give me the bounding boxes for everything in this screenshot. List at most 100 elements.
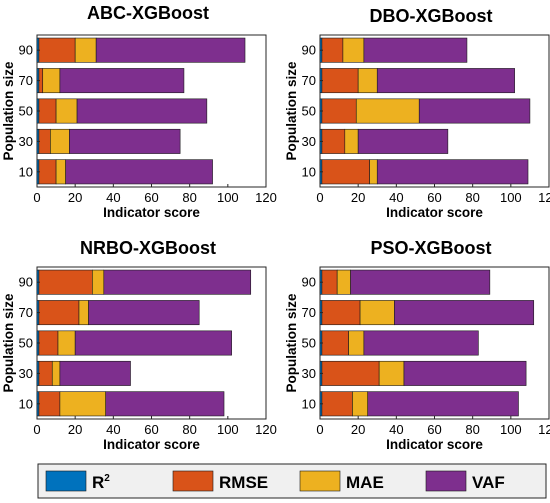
bar-mae-90: [92, 269, 105, 295]
y-tick-label: 90: [19, 275, 33, 290]
bar-rmse-50: [321, 98, 357, 124]
y-axis-label: Population size: [1, 293, 16, 393]
bar-rmse-10: [321, 391, 353, 417]
bar-vaf-90: [363, 37, 468, 63]
x-tick-label: 100: [500, 190, 522, 205]
bar-mae-90: [342, 37, 365, 63]
bar-rmse-30: [38, 128, 51, 154]
bar-vaf-70: [59, 68, 185, 94]
bar-vaf-50: [418, 98, 531, 124]
chart-panel-3: NRBO-XGBoost 10 30 50 70 90 0 20 40 60 80 100 120 Ind…: [1, 238, 277, 452]
y-tick-label: 70: [19, 73, 33, 88]
bar-vaf-30: [59, 360, 131, 386]
legend-item-rmse: RMSE: [172, 470, 268, 492]
bar-rmse-90: [38, 269, 93, 295]
bar-mae-30: [51, 360, 61, 386]
x-tick-label: 120: [255, 190, 277, 205]
bar-vaf-50: [74, 330, 232, 356]
bar-mae-70: [357, 68, 378, 94]
bar-vaf-50: [76, 98, 208, 124]
bar-mae-30: [50, 128, 70, 154]
y-tick-label: 70: [19, 305, 33, 320]
y-tick-label: 70: [302, 73, 316, 88]
legend: R2 RMSE MAE VAF: [37, 463, 547, 499]
bar-mae-10: [55, 159, 66, 185]
x-tick-label: 80: [182, 190, 196, 205]
legend-label-mae: MAE: [346, 473, 384, 492]
y-axis-label: Population size: [284, 61, 299, 161]
x-tick-label: 100: [217, 422, 239, 437]
bar-mae-10: [59, 391, 107, 417]
bar-vaf-10: [376, 159, 529, 185]
bar-mae-50: [57, 330, 76, 356]
y-tick-label: 50: [19, 336, 33, 351]
bar-rmse-30: [38, 360, 53, 386]
legend-label-vaf: VAF: [472, 473, 505, 492]
bar-rmse-70: [321, 300, 361, 326]
x-tick-label: 0: [316, 190, 323, 205]
bar-rmse-50: [38, 330, 59, 356]
x-tick-label: 60: [427, 190, 441, 205]
chart-title: NRBO-XGBoost: [80, 238, 216, 258]
bar-mae-30: [344, 128, 359, 154]
x-tick-label: 0: [316, 422, 323, 437]
x-tick-label: 20: [351, 422, 365, 437]
bar-rmse-30: [321, 128, 346, 154]
bar-rmse-70: [321, 68, 359, 94]
x-tick-label: 120: [538, 422, 550, 437]
x-tick-label: 80: [182, 422, 196, 437]
bar-vaf-30: [403, 360, 527, 386]
x-axis-label: Indicator score: [103, 437, 200, 452]
y-tick-label: 30: [19, 366, 33, 381]
bar-vaf-90: [103, 269, 252, 295]
y-tick-label: 30: [19, 134, 33, 149]
bar-vaf-30: [69, 128, 181, 154]
y-tick-label: 10: [19, 164, 33, 179]
bar-mae-70: [78, 300, 89, 326]
legend-swatch-r: [45, 470, 87, 492]
y-tick-label: 10: [302, 164, 316, 179]
x-tick-label: 80: [465, 422, 479, 437]
bar-rmse-50: [38, 98, 57, 124]
y-tick-label: 70: [302, 305, 316, 320]
x-tick-label: 100: [217, 190, 239, 205]
bar-mae-70: [359, 300, 395, 326]
bar-rmse-50: [321, 330, 349, 356]
bar-vaf-90: [350, 269, 491, 295]
bar-rmse-90: [321, 269, 338, 295]
y-tick-label: 30: [302, 366, 316, 381]
y-tick-label: 90: [19, 43, 33, 58]
chart-title: PSO-XGBoost: [370, 238, 491, 258]
y-tick-label: 10: [302, 396, 316, 411]
y-tick-label: 90: [302, 43, 316, 58]
bar-rmse-10: [38, 159, 57, 185]
bar-rmse-10: [321, 159, 370, 185]
bar-mae-90: [74, 37, 97, 63]
x-tick-label: 60: [144, 190, 158, 205]
y-tick-label: 50: [302, 336, 316, 351]
x-tick-label: 120: [538, 190, 550, 205]
x-tick-label: 40: [389, 422, 403, 437]
bar-rmse-30: [321, 360, 380, 386]
y-tick-label: 90: [302, 275, 316, 290]
bar-vaf-70: [88, 300, 200, 326]
y-tick-label: 30: [302, 134, 316, 149]
bar-vaf-90: [95, 37, 246, 63]
legend-swatch-rmse: [172, 470, 214, 492]
x-axis-label: Indicator score: [386, 205, 483, 220]
bar-vaf-70: [376, 68, 515, 94]
bar-vaf-10: [367, 391, 519, 417]
chart-panel-2: DBO-XGBoost 10 30 50 70 90 0 20 40 60 80 100 120 Indi…: [284, 6, 550, 220]
x-tick-label: 120: [255, 422, 277, 437]
bar-mae-90: [336, 269, 351, 295]
x-tick-label: 60: [144, 422, 158, 437]
x-tick-label: 20: [351, 190, 365, 205]
legend-label-rmse: RMSE: [219, 473, 268, 492]
y-axis-label: Population size: [1, 61, 16, 161]
x-tick-label: 0: [33, 422, 40, 437]
bar-mae-50: [355, 98, 420, 124]
x-tick-label: 20: [68, 190, 82, 205]
bar-mae-30: [378, 360, 405, 386]
bar-mae-70: [42, 68, 61, 94]
